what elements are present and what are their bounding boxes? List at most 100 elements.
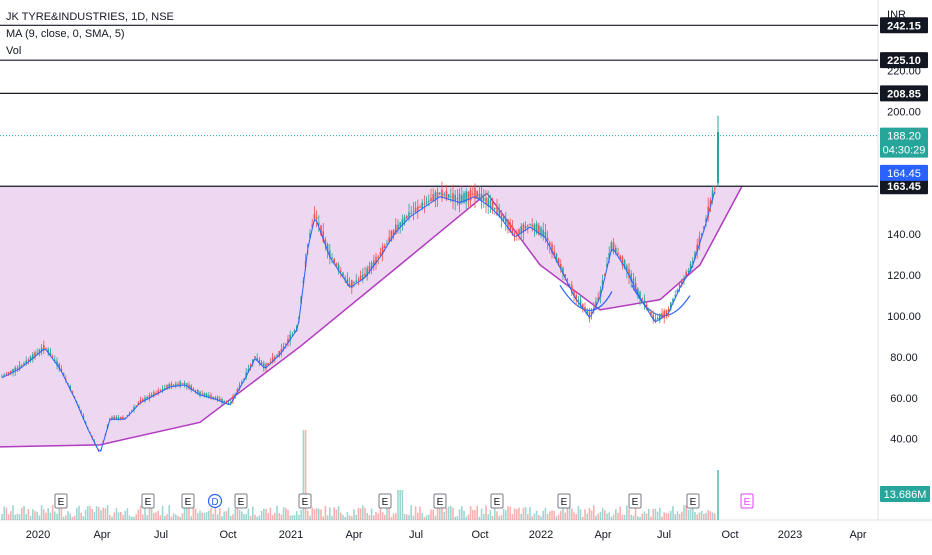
volume-bar	[243, 514, 245, 520]
candle-body	[227, 403, 230, 405]
ma-line	[1, 191, 716, 452]
candle-body	[324, 239, 327, 245]
volume-bar	[705, 513, 707, 520]
y-tick-label: 100.00	[887, 311, 921, 323]
candle-body	[408, 212, 410, 218]
candle-body	[392, 229, 395, 236]
candle-body	[133, 406, 135, 410]
volume-bar	[49, 512, 52, 520]
cup-fill	[0, 186, 742, 447]
candle-body	[157, 390, 159, 394]
volume-bar	[34, 511, 36, 520]
x-tick-label: 2020	[26, 529, 50, 541]
volume-bar	[252, 506, 254, 520]
candle-body	[170, 383, 173, 387]
candle-body	[692, 261, 694, 264]
volume-bar	[254, 514, 256, 520]
volume-bar	[271, 514, 274, 520]
candle-body	[509, 222, 511, 233]
candle-body	[573, 291, 575, 296]
candle-body	[344, 277, 346, 279]
volume-bar	[69, 513, 71, 520]
candle-body	[672, 298, 674, 303]
candle-body	[326, 244, 329, 252]
volume-bar	[293, 515, 296, 520]
volume-bar	[194, 508, 197, 520]
candle-body	[122, 416, 124, 420]
legend-vol[interactable]: Vol	[6, 45, 22, 57]
candle-body	[568, 284, 571, 286]
volume-bar	[139, 505, 142, 520]
candle-body	[188, 384, 190, 388]
candle-body	[159, 390, 162, 392]
earnings-marker	[298, 493, 312, 509]
legend-ma[interactable]: MA (9, close, 0, SMA, 5)	[6, 28, 125, 40]
candle-body	[282, 346, 285, 349]
volume-bar	[593, 505, 595, 520]
candle-body	[285, 343, 287, 345]
volume-bar	[498, 516, 500, 520]
candle-body	[368, 265, 371, 273]
volume-bar	[282, 507, 285, 520]
candle-body	[454, 194, 456, 201]
volume-bar	[260, 511, 263, 520]
candle-body	[645, 304, 648, 309]
volume-bar	[146, 515, 148, 520]
candle-body	[43, 345, 45, 351]
candle-body	[155, 392, 157, 394]
candle-body	[274, 356, 276, 359]
candle-body	[357, 279, 360, 281]
candle-body	[181, 383, 184, 385]
earnings-marker	[628, 493, 642, 509]
volume-bar	[36, 511, 38, 520]
candle-body	[516, 231, 518, 235]
earnings-marker	[433, 493, 447, 509]
volume-bar	[584, 509, 586, 520]
volume-bar	[516, 509, 518, 520]
candle-body	[714, 188, 716, 190]
candle-body	[698, 236, 701, 247]
candle-body	[271, 357, 274, 363]
volume-bar	[5, 507, 8, 520]
candle-body	[507, 219, 509, 230]
candle-body	[639, 291, 641, 300]
candle-body	[663, 310, 665, 318]
volume-bar	[324, 505, 327, 520]
volume-bar	[436, 506, 439, 520]
volume-bar	[408, 514, 410, 520]
candle-body	[210, 395, 212, 399]
candle-body	[527, 225, 529, 227]
legend-symbol[interactable]: JK TYRE&INDUSTRIES, 1D, NSE	[6, 11, 174, 23]
candle-body	[648, 309, 650, 311]
candle-body	[489, 200, 492, 208]
volume-bar	[650, 516, 652, 520]
candle-body	[641, 298, 643, 300]
volume-bar	[203, 513, 206, 520]
candle-body	[458, 193, 461, 205]
volume-bar	[608, 512, 610, 520]
volume-bar	[386, 505, 388, 520]
volume-bar	[432, 509, 434, 520]
candle-body	[619, 255, 621, 260]
candle-body	[593, 307, 595, 309]
volume-bar	[406, 514, 408, 520]
cup-arc	[0, 192, 488, 448]
volume-bar	[601, 507, 604, 520]
candle-body	[21, 365, 23, 367]
volume-bar	[287, 509, 289, 520]
volume-bar	[687, 509, 690, 520]
volume-bar	[447, 506, 450, 520]
volume-bar	[683, 505, 685, 520]
volume-bar	[370, 508, 373, 520]
volume-bar	[133, 516, 135, 520]
volume-bar	[148, 508, 151, 520]
candle-body	[465, 191, 467, 203]
candle-body	[278, 350, 280, 357]
candle-body	[472, 193, 474, 195]
candle-body	[606, 264, 608, 268]
candle-body	[463, 192, 465, 203]
candle-body	[623, 260, 626, 269]
volume-bar	[597, 513, 599, 520]
